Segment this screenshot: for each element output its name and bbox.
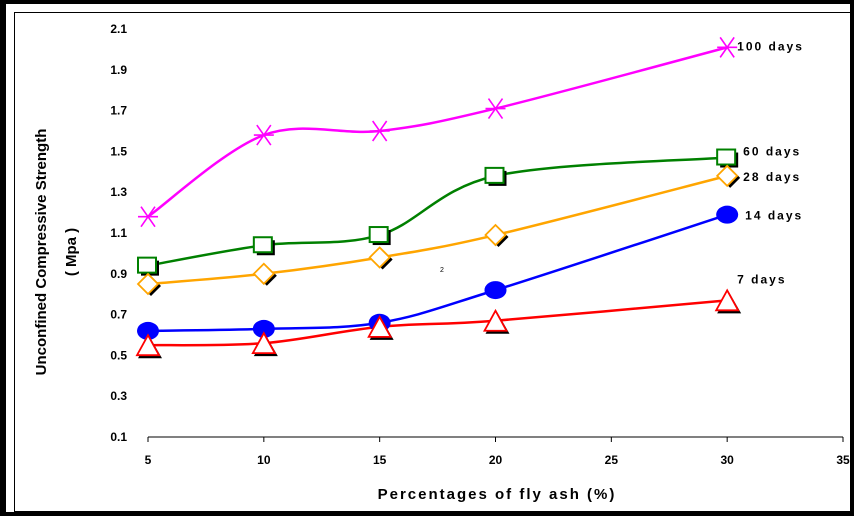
y-axis-title-line1: Unconfined Compressive Strength (33, 129, 50, 376)
series-labels: 100 days 60 days 28 days 14 days 7 days (737, 39, 804, 286)
x-axis-ticks: 5 10 15 20 25 30 35 (145, 437, 850, 467)
y-tick-label: 0.3 (110, 389, 127, 403)
series-label-60-days: 60 days (743, 145, 801, 159)
series-line-60-days (148, 158, 727, 266)
series-label-100-days: 100 days (737, 39, 804, 53)
y-tick-label: 1.1 (110, 226, 127, 240)
series-line-100-days (148, 47, 727, 216)
y-axis-ticks: 2.1 1.9 1.7 1.5 1.3 1.1 0.9 0.7 0.5 0.3 0.1 (110, 22, 127, 444)
data-point-60-days (717, 150, 738, 168)
y-tick-label: 1.7 (110, 104, 127, 118)
x-tick-label: 15 (373, 453, 387, 467)
y-tick-label: 0.7 (110, 308, 127, 322)
x-tick-label: 5 (145, 453, 152, 467)
data-point-28-days (254, 264, 277, 286)
y-tick-label: 0.5 (110, 348, 127, 362)
data-point-100-days (717, 37, 737, 57)
data-point-60-days (370, 227, 391, 245)
data-point-14-days (716, 206, 738, 224)
y-tick-label: 1.9 (110, 63, 127, 77)
y-tick-label: 0.9 (110, 267, 127, 281)
y-tick-label: 0.1 (110, 430, 127, 444)
x-tick-label: 10 (257, 453, 271, 467)
data-point-28-days (717, 166, 740, 188)
series-line-28-days (148, 176, 727, 284)
data-point-28-days (138, 274, 161, 296)
data-point-100-days (486, 99, 506, 119)
data-point-100-days (370, 121, 390, 141)
x-axis-title: Percentages of fly ash (%) (378, 486, 617, 503)
data-point-28-days (486, 225, 509, 247)
series-label-28-days: 28 days (743, 170, 801, 184)
series-lines (148, 47, 727, 345)
data-point-14-days (485, 281, 507, 299)
series-label-14-days: 14 days (745, 209, 803, 223)
data-point-7-days (253, 333, 278, 356)
stray-annotation: 2 (440, 267, 444, 274)
data-point-7-days (485, 311, 510, 334)
data-point-28-days (370, 247, 393, 269)
y-tick-label: 2.1 (110, 22, 127, 36)
data-point-60-days (486, 168, 507, 186)
x-tick-label: 25 (605, 453, 619, 467)
series-markers (137, 37, 741, 358)
x-tick-label: 20 (489, 453, 503, 467)
y-axis-title-line2: ( Mpa ) (63, 228, 80, 276)
data-point-60-days (138, 258, 159, 276)
data-point-7-days (137, 335, 162, 358)
series-line-14-days (148, 215, 727, 331)
series-line-7-days (148, 300, 727, 345)
y-tick-label: 1.5 (110, 144, 127, 158)
x-tick-label: 35 (836, 453, 850, 467)
x-tick-label: 30 (720, 453, 734, 467)
y-tick-label: 1.3 (110, 185, 127, 199)
series-label-7-days: 7 days (737, 272, 786, 286)
data-point-100-days (254, 125, 274, 145)
data-point-7-days (716, 290, 741, 313)
data-point-100-days (138, 207, 158, 227)
data-point-60-days (254, 237, 275, 255)
